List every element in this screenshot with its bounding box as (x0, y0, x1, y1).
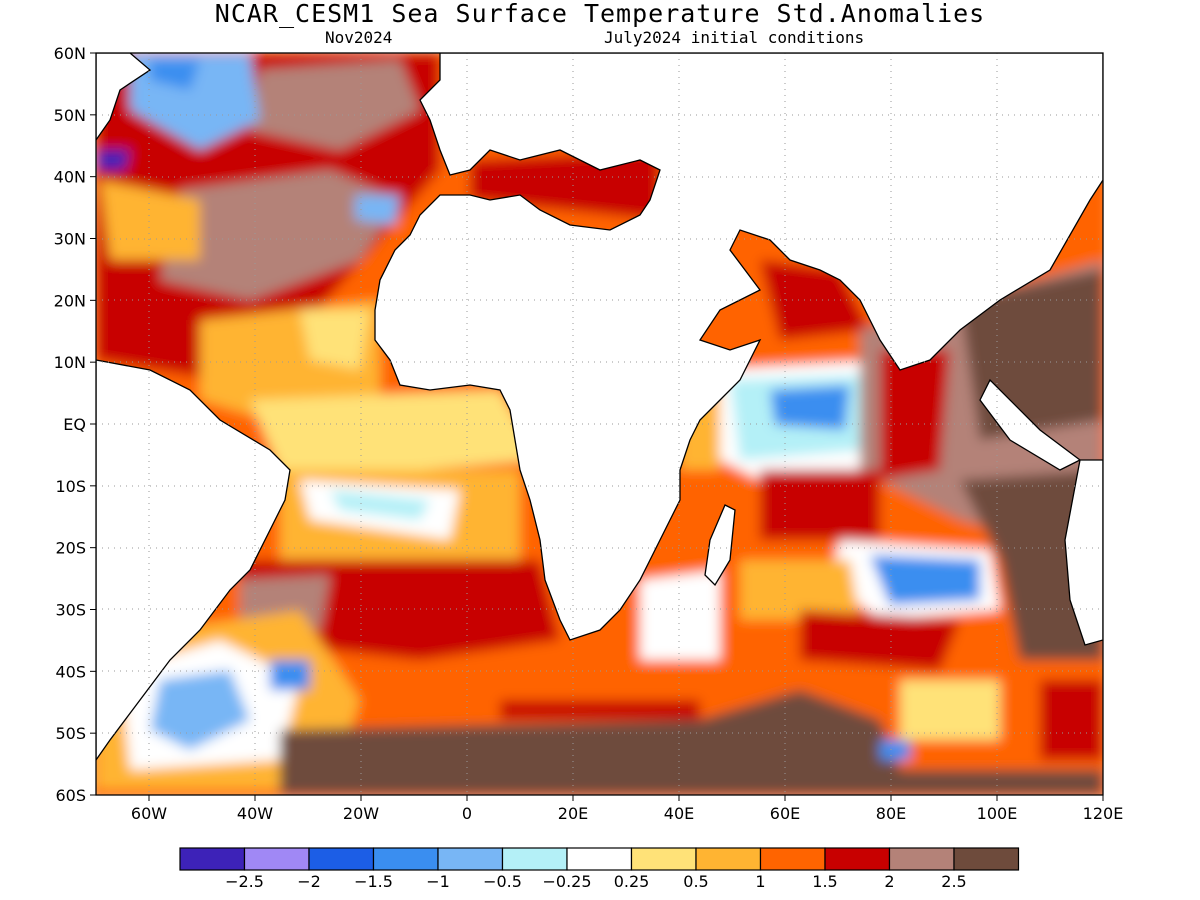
chart-title: NCAR_CESM1 Sea Surface Temperature Std.A… (214, 0, 986, 28)
colorbar-label: 2 (884, 872, 894, 891)
colorbar-label: −1 (426, 872, 450, 891)
lon-tick-label: 20W (343, 804, 379, 823)
initial-conditions: July2024 initial conditions (604, 28, 865, 47)
lat-tick-label: 50N (54, 106, 86, 125)
lat-tick-label: EQ (63, 415, 86, 434)
colorbar-swatch (888, 847, 955, 871)
colorbar-swatch (759, 847, 826, 871)
colorbar-label: 1.5 (812, 872, 837, 891)
colorbar-swatch (501, 847, 568, 871)
colorbar-swatch (953, 847, 1020, 871)
lon-tick-label: 20E (558, 804, 588, 823)
colorbar-label: −2 (297, 872, 321, 891)
lon-tick-label: 120E (1083, 804, 1124, 823)
lon-tick-label: 60E (770, 804, 800, 823)
forecast-month: Nov2024 (325, 28, 393, 47)
lat-tick-label: 20N (54, 291, 86, 310)
colorbar-swatch (695, 847, 762, 871)
colorbar-swatch (824, 847, 891, 871)
colorbar-swatch (243, 847, 310, 871)
colorbar-label: 0.25 (614, 872, 650, 891)
lat-tick-label: 30N (54, 230, 86, 249)
lat-tick-label: 20S (55, 539, 86, 558)
land (96, 53, 1103, 762)
colorbar-label: 0.5 (683, 872, 708, 891)
lat-tick-label: 40N (54, 168, 86, 187)
latitude-axis: 60N 50N 40N 30N 20N 10N EQ 10S 20S 30S 40S 50S 60S (54, 44, 96, 805)
lon-tick-label: 100E (977, 804, 1018, 823)
colorbar-label: −0.25 (542, 872, 591, 891)
colorbar-label: 1 (755, 872, 765, 891)
colorbar-swatch (630, 847, 697, 871)
lon-tick-label: 40E (664, 804, 694, 823)
longitude-axis: 60W 40W 20W 0 20E 40E 60E 80E 100E 120E (131, 795, 1123, 823)
lat-tick-label: 30S (55, 601, 86, 620)
lat-tick-label: 10N (54, 353, 86, 372)
lat-tick-label: 60N (54, 44, 86, 63)
lat-tick-label: 40S (55, 662, 86, 681)
lat-tick-label: 10S (55, 477, 86, 496)
lon-tick-label: 0 (462, 804, 472, 823)
colorbar-swatch (179, 847, 246, 871)
colorbar-label: −1.5 (354, 872, 393, 891)
colorbar-swatch (308, 847, 375, 871)
colorbar-label: 2.5 (941, 872, 966, 891)
lon-tick-label: 80E (876, 804, 906, 823)
lon-tick-label: 40W (237, 804, 273, 823)
graticule (96, 53, 1103, 795)
colorbar-label: −0.5 (483, 872, 522, 891)
lat-tick-label: 60S (55, 786, 86, 805)
lon-tick-label: 60W (131, 804, 167, 823)
colorbar-swatch (437, 847, 504, 871)
colorbar-swatch (566, 847, 633, 871)
lat-tick-label: 50S (55, 724, 86, 743)
colorbar-label: −2.5 (225, 872, 264, 891)
colorbar-swatch (372, 847, 439, 871)
